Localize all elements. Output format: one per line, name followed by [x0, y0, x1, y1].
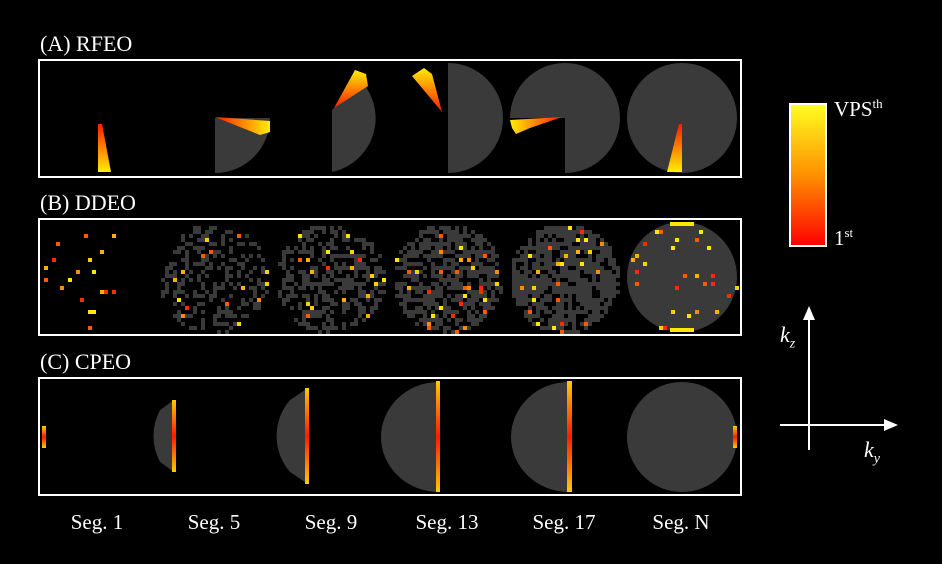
colorbar: [789, 103, 827, 247]
segment-label-n: Seg. N: [652, 510, 710, 534]
ddeo-disk-seg-2: [161, 226, 269, 334]
segment-label-5: Seg. 5: [187, 510, 241, 534]
rfeo-disk-seg-17: [510, 63, 620, 173]
cpeo-disk-seg-13: [381, 382, 439, 492]
kspace-axes: [780, 306, 898, 450]
cpeo-disk-seg-n: [627, 382, 737, 492]
colorbar-bottom-sup: st: [844, 225, 854, 240]
cpeo-disk-seg-17: [511, 382, 569, 492]
rfeo-disk-seg-n: [627, 63, 737, 173]
ddeo-disk-seg-1: [44, 234, 116, 330]
cpeo-line-seg-13: [436, 381, 440, 492]
segment-label-9: Seg. 9: [304, 510, 358, 534]
rfeo-segments: [98, 62, 737, 173]
kz-axis-label: kz: [780, 322, 795, 352]
cpeo-line-seg-5: [172, 400, 176, 472]
cpeo-segments: [42, 381, 737, 492]
colorbar-bottom-main: 1: [834, 226, 845, 250]
segment-label-13: Seg. 13: [415, 510, 479, 534]
cpeo-line-seg-17: [567, 381, 572, 492]
rfeo-wedge-seg-1: [98, 124, 111, 172]
colorbar-top-sup: th: [872, 96, 883, 111]
ddeo-disk-seg-6: [627, 222, 739, 332]
ddeo-segments: [44, 222, 739, 334]
panel-a-frame: [38, 59, 742, 178]
ddeo-disk-seg-4: [395, 226, 503, 334]
segment-label-17: Seg. 17: [532, 510, 596, 534]
rfeo-wedge-seg-9: [334, 70, 368, 108]
rfeo-wedge-seg-17: [510, 117, 562, 134]
ky-main: k: [864, 437, 874, 462]
ky-axis-label: ky: [864, 437, 880, 467]
rfeo-wedge-seg-n: [667, 124, 682, 172]
panel-b-label: (B) DDEO: [40, 190, 136, 215]
kz-main: k: [780, 322, 790, 347]
panel-c-frame: [38, 377, 742, 496]
colorbar-top-main: VPS: [834, 97, 873, 121]
kz-sub: z: [789, 336, 796, 352]
ddeo-disk-seg-3: [278, 226, 386, 334]
panel-b-frame: [38, 218, 742, 336]
segment-label-1: Seg. 1: [70, 510, 124, 534]
colorbar-bottom-label: 1st: [834, 226, 853, 249]
ky-sub: y: [873, 451, 880, 467]
colorbar-top-label: VPSth: [834, 97, 883, 120]
cpeo-line-seg-1: [42, 426, 46, 448]
cpeo-line-seg-9: [305, 388, 309, 484]
panel-a-label: (A) RFEO: [40, 31, 133, 56]
rfeo-wedge-seg-13: [412, 68, 442, 112]
rfeo-disk-seg-13: [448, 62, 504, 173]
ddeo-disk-seg-5: [512, 226, 620, 334]
rfeo-disk-seg-9: [332, 82, 376, 172]
cpeo-line-seg-n: [733, 426, 737, 448]
panel-c-label: (C) CPEO: [40, 349, 132, 374]
rfeo-wedge-seg-5: [215, 117, 270, 135]
